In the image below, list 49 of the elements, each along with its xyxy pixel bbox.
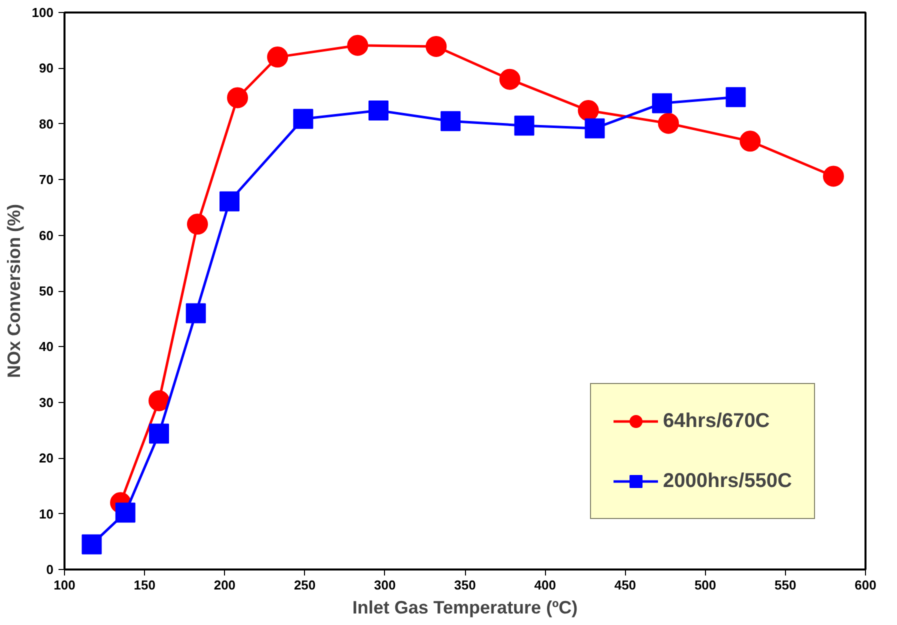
y-tick-label: 90 [39,60,54,76]
point [368,100,388,121]
legend-label: 64hrs/670C [663,410,770,432]
point [186,214,208,235]
x-tick-label: 250 [294,578,316,592]
x-tick-label: 400 [534,578,556,592]
x-tick-label: 350 [454,578,476,592]
point [652,93,672,114]
y-axis-title: NOx Conversion (%) [4,204,24,378]
point [578,100,599,122]
y-tick-label: 30 [39,394,54,410]
x-tick-label: 450 [614,578,636,592]
point [347,34,368,56]
y-tick-label: 10 [39,506,54,522]
point [149,424,170,444]
point [726,87,746,108]
x-tick-label: 550 [774,578,796,592]
point [148,390,170,412]
point [227,87,248,108]
point [584,118,605,138]
x-tick-label: 600 [854,578,876,592]
point [115,502,136,523]
point [822,166,844,187]
x-tick-label: 200 [214,578,236,592]
point [186,303,206,324]
x-tick-label: 500 [694,578,716,592]
point [658,112,679,134]
point [514,116,534,136]
y-tick-label: 100 [32,5,54,20]
y-tick-label: 0 [46,562,54,577]
y-tick-label: 20 [39,450,54,466]
y-tick-label: 40 [39,339,54,354]
point [267,46,288,68]
point [499,68,520,90]
y-tick-label: 50 [39,284,54,298]
x-tick-label: 300 [374,578,396,592]
x-axis-title: Inlet Gas Temperature (ºC) [352,598,578,618]
y-tick-label: 60 [39,228,54,243]
x-tick-label: 150 [134,578,156,592]
y-tick-label: 80 [39,116,54,132]
point [220,191,240,212]
point [440,111,461,132]
point [740,130,761,152]
point [426,36,447,57]
legend-label: 2000hrs/550C [663,470,792,492]
point [82,534,102,554]
y-tick-label: 70 [39,172,54,188]
point [293,108,314,129]
x-tick-label: 100 [54,578,76,592]
